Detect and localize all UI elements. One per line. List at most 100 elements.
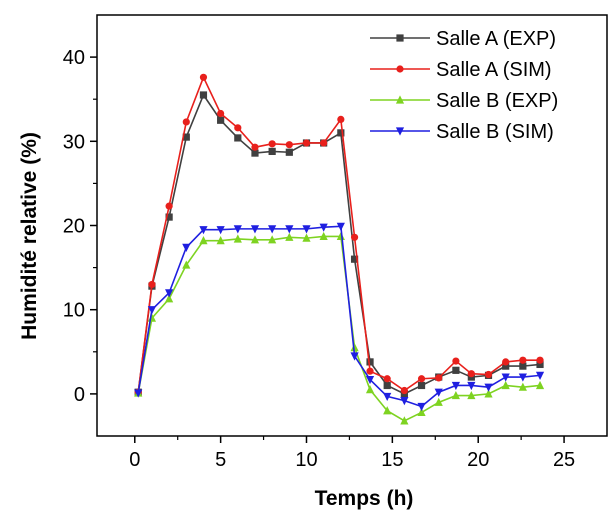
series-line <box>137 235 541 422</box>
data-point <box>535 371 545 380</box>
data-point <box>383 392 392 402</box>
legend-marker <box>396 34 404 42</box>
data-point <box>417 402 426 412</box>
data-point <box>501 373 510 382</box>
data-point <box>366 358 374 366</box>
data-point <box>366 367 374 375</box>
data-point <box>251 149 259 157</box>
data-point <box>320 139 328 147</box>
series-4 <box>134 222 545 412</box>
data-point <box>182 243 191 252</box>
data-point <box>319 231 328 241</box>
data-point <box>536 356 544 364</box>
data-point <box>336 222 345 231</box>
data-point <box>233 225 242 234</box>
data-point <box>250 235 260 244</box>
x-tick-label: 15 <box>381 449 403 471</box>
data-point <box>337 129 345 137</box>
data-point <box>285 232 294 241</box>
data-point <box>451 381 460 391</box>
y-tick-label: 0 <box>74 384 85 406</box>
data-point <box>199 236 208 245</box>
data-point <box>302 233 311 242</box>
data-point <box>134 389 143 398</box>
data-point <box>147 306 157 315</box>
legend-label: Salle A (SIM) <box>436 59 552 81</box>
data-point <box>452 366 460 374</box>
data-point <box>337 115 345 124</box>
data-point <box>199 91 208 99</box>
data-point <box>268 147 276 156</box>
data-point <box>467 390 476 400</box>
data-point <box>417 375 426 383</box>
y-tick-label: 30 <box>63 131 85 153</box>
data-point <box>165 202 173 210</box>
data-point <box>302 139 311 147</box>
data-point <box>434 397 443 406</box>
data-point <box>285 141 293 149</box>
data-point <box>234 124 242 132</box>
data-point <box>217 109 225 118</box>
series-3 <box>134 231 545 425</box>
data-point <box>435 374 443 382</box>
data-point <box>268 225 277 234</box>
data-point <box>484 389 493 398</box>
data-point <box>148 280 156 289</box>
legend-label: Salle B (SIM) <box>436 121 554 143</box>
x-tick-label: 20 <box>467 449 489 471</box>
data-point <box>182 133 190 141</box>
data-point <box>216 226 225 235</box>
data-point <box>233 234 242 243</box>
series-layer <box>134 73 545 425</box>
legend-entry: Salle B (EXP) <box>370 90 558 112</box>
legend-entry: Salle A (SIM) <box>370 59 552 81</box>
data-point <box>400 386 408 395</box>
data-point <box>451 390 460 400</box>
data-point <box>502 362 510 370</box>
data-point <box>484 370 493 379</box>
y-tick-label: 40 <box>63 47 85 69</box>
data-point <box>417 381 426 390</box>
data-point <box>400 416 409 425</box>
data-point <box>383 375 391 383</box>
data-point <box>268 235 277 244</box>
data-point <box>319 223 328 232</box>
y-tick-label: 20 <box>63 216 85 238</box>
data-point <box>535 380 545 390</box>
x-tick-label: 25 <box>553 449 575 471</box>
y-axis-title: Humidité relative (%) <box>18 132 41 340</box>
data-point <box>350 352 359 361</box>
data-point <box>501 380 510 390</box>
data-point <box>216 236 225 245</box>
legend-label: Salle B (EXP) <box>436 90 558 112</box>
axis-ticks: 0 5 10 15 20 25 0 10 20 30 40 <box>63 47 575 471</box>
data-point <box>400 397 409 406</box>
series-line <box>137 225 541 408</box>
legend-entry: Salle B (SIM) <box>370 121 554 143</box>
data-point <box>165 294 174 303</box>
y-tick-label: 10 <box>63 300 85 322</box>
legend: Salle A (EXP) Salle A (SIM) Salle B (EXP) S… <box>370 28 558 143</box>
data-point <box>199 73 208 81</box>
data-point <box>484 383 493 392</box>
data-point <box>285 148 293 156</box>
data-point <box>350 255 359 263</box>
data-point <box>518 373 527 382</box>
data-point <box>536 360 544 369</box>
data-point <box>365 385 375 394</box>
data-point <box>268 140 276 148</box>
data-point <box>182 118 190 126</box>
data-point <box>502 358 510 366</box>
legend-label: Salle A (EXP) <box>436 28 556 50</box>
data-point <box>519 356 527 364</box>
data-point <box>467 370 475 378</box>
data-point <box>336 231 345 241</box>
x-tick-label: 10 <box>295 449 317 471</box>
data-point <box>383 381 391 390</box>
data-point <box>383 406 392 415</box>
data-point <box>519 362 527 370</box>
data-point <box>467 381 476 391</box>
legend-marker <box>396 65 404 73</box>
data-point <box>165 289 174 298</box>
